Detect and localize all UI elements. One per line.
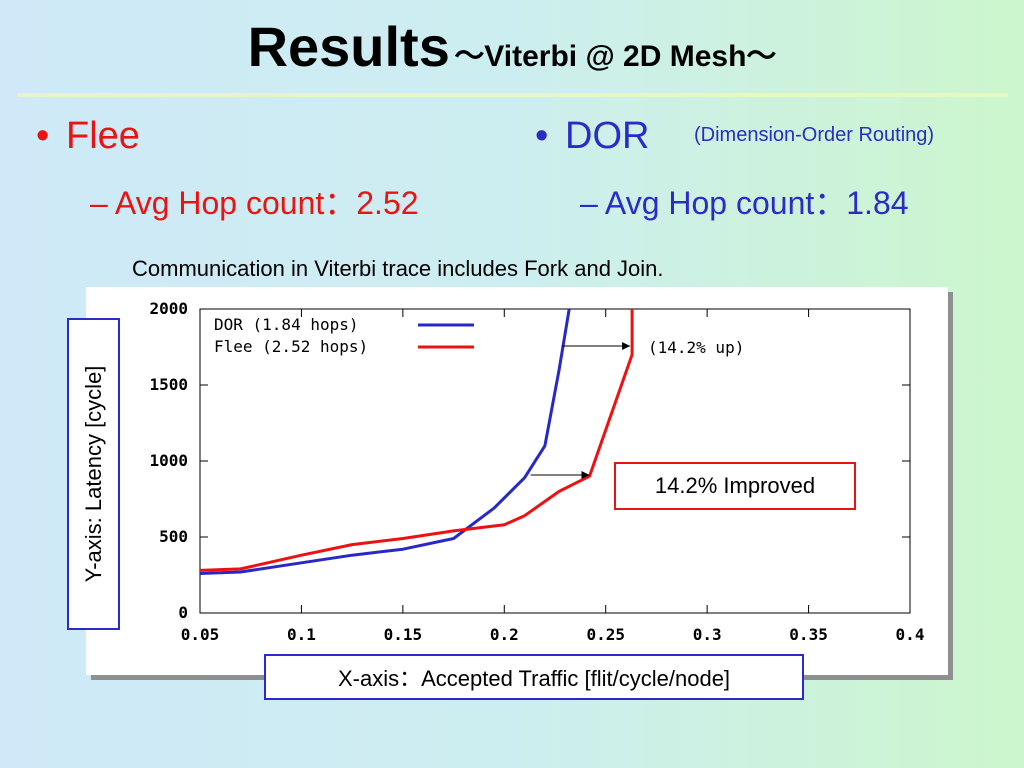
x-axis-label-box: X-axis：Accepted Traffic [flit/cycle/node… [264, 654, 804, 700]
series-group [199, 308, 634, 575]
x-tick-label: 0.1 [287, 625, 316, 644]
y-axis: 0 500 1000 1500 2000 [149, 299, 910, 622]
x-tick-label: 0.05 [181, 625, 220, 644]
bullet-flee-sub: – Avg Hop count：2.52 [90, 185, 419, 221]
legend-label: Flee (2.52 hops) [214, 337, 368, 356]
title-main: Results [247, 15, 450, 78]
annotation-arrowhead [622, 342, 631, 350]
bullet-dor: • DOR [535, 115, 649, 158]
x-tick-label: 0.15 [384, 625, 423, 644]
y-axis-label: Y-axis: Latency [cycle] [80, 365, 106, 583]
improved-callout: 14.2% Improved [614, 462, 856, 510]
legend: DOR (1.84 hops) Flee (2.52 hops) [214, 315, 474, 356]
dor-note: (Dimension-Order Routing) [694, 124, 935, 146]
bullet-dot: • [36, 115, 50, 157]
title-sub: ～Viterbi @ 2D Mesh～ [454, 40, 777, 73]
annotation-arrowhead [581, 471, 590, 479]
x-tick-label: 0.4 [896, 625, 925, 644]
x-tick-label: 0.2 [490, 625, 519, 644]
x-tick-label: 0.35 [789, 625, 828, 644]
x-tick-label: 0.3 [693, 625, 722, 644]
y-axis-label-box: Y-axis: Latency [cycle] [67, 318, 120, 630]
y-tick-label: 1000 [149, 451, 188, 470]
x-axis: 0.05 0.1 0.15 0.2 0.25 0.3 0.35 0.4 [181, 309, 925, 644]
series-line [199, 309, 634, 572]
bullet-flee: • Flee [36, 115, 140, 158]
bullet-flee-label: Flee [66, 115, 140, 157]
bullet-dor-label: DOR [565, 115, 650, 157]
slide-title: Results ～Viterbi @ 2D Mesh～ [0, 14, 1024, 79]
y-tick-label: 2000 [149, 299, 188, 318]
bullet-dor-sub: – Avg Hop count：1.84 [580, 185, 909, 221]
y-tick-label: 1500 [149, 375, 188, 394]
x-tick-label: 0.25 [586, 625, 625, 644]
bullet-dot: • [535, 115, 549, 157]
annotation-label: (14.2% up) [648, 338, 744, 357]
series-line [199, 308, 571, 575]
y-tick-label: 0 [178, 603, 188, 622]
chart-caption: Communication in Viterbi trace includes … [132, 256, 664, 281]
legend-label: DOR (1.84 hops) [214, 315, 359, 334]
y-tick-label: 500 [159, 527, 188, 546]
title-divider [18, 93, 1008, 97]
annotation-group: (14.2% up) [530, 338, 744, 479]
